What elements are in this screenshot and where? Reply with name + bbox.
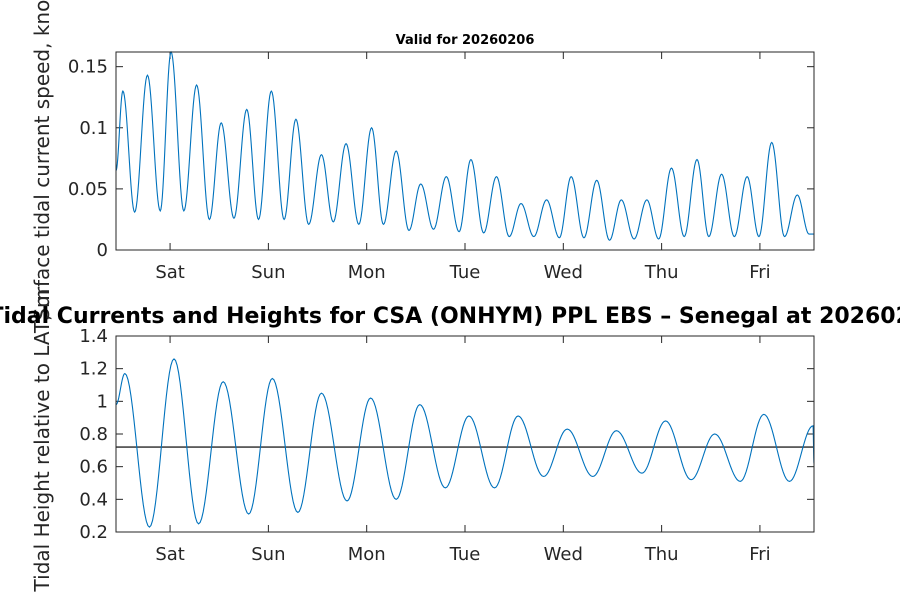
x-tick-label: Wed (544, 262, 583, 283)
y-tick-label: 1.2 (79, 359, 108, 380)
chart-title: Tidal Currents and Heights for CSA (ONHY… (0, 304, 900, 329)
plot-ticks (116, 52, 814, 251)
y-tick-labels: 0 0.05 0.1 0.15 (68, 57, 108, 261)
y-tick-labels: 0.2 0.4 0.6 0.8 1 1.2 1.4 (79, 326, 108, 543)
x-tick-label: Sun (251, 544, 285, 565)
y-tick-label: 0.4 (79, 489, 108, 510)
plot-ticks (116, 335, 814, 533)
x-tick-label: Mon (348, 262, 386, 283)
x-tick-label: Tue (449, 262, 481, 283)
y-axis-title: Tidal Height relative to LAT, m (30, 289, 54, 593)
x-tick-label: Thu (644, 544, 679, 565)
x-tick-label: Sat (155, 262, 185, 283)
plot-area-box (115, 51, 815, 251)
x-tick-label: Tue (449, 544, 481, 565)
y-tick-label: 0.1 (79, 118, 108, 139)
tidal-height-chart: Tidal Currents and Heights for CSA (ONHY… (0, 289, 900, 593)
chart-title: Valid for 20260206 (396, 33, 535, 48)
x-tick-labels: Sat Sun Mon Tue Wed Thu Fri (155, 262, 770, 283)
y-tick-label: 0 (97, 240, 108, 261)
x-tick-label: Wed (544, 544, 583, 565)
x-tick-label: Thu (644, 262, 679, 283)
current-speed-chart: Valid for 20260206 0 0.05 0.1 0.15 Sat Sun Mo… (30, 0, 815, 321)
series-line-current-speed (115, 50, 814, 241)
y-axis-title: Surface tidal current speed, knots (30, 0, 54, 321)
y-tick-label: 0.05 (68, 179, 108, 200)
x-tick-labels: Sat Sun Mon Tue Wed Thu Fri (155, 544, 770, 565)
x-tick-label: Sat (155, 544, 185, 565)
x-tick-label: Fri (749, 544, 770, 565)
y-tick-label: 1 (97, 391, 108, 412)
y-tick-label: 0.6 (79, 457, 108, 478)
y-tick-label: 1.4 (79, 326, 108, 347)
y-tick-label: 0.2 (79, 522, 108, 543)
series-line-tidal-height (115, 358, 815, 528)
plot-area-box (115, 335, 815, 533)
y-tick-label: 0.8 (79, 424, 108, 445)
x-tick-label: Mon (348, 544, 386, 565)
x-tick-label: Sun (251, 262, 285, 283)
y-tick-label: 0.15 (68, 57, 108, 78)
x-tick-label: Fri (749, 262, 770, 283)
